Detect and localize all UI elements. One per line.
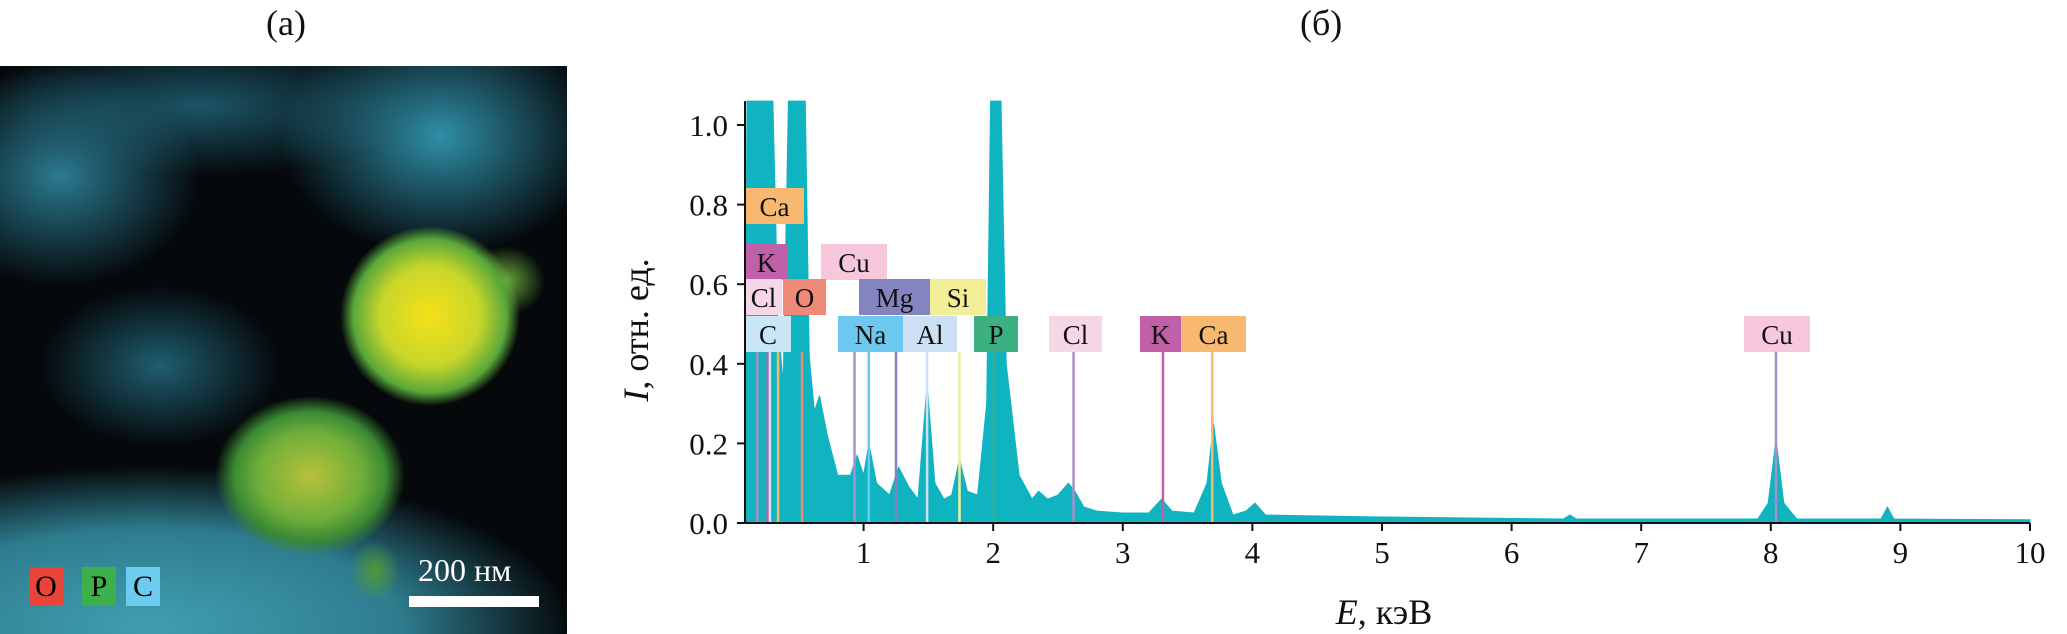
y-tick-label: 0.0 (689, 506, 728, 541)
x-tick-label: 3 (1115, 535, 1131, 570)
marker-box-c (745, 316, 791, 352)
scale-bar-label: 200 нм (418, 552, 512, 588)
panel-b-label: (б) (1300, 3, 1343, 43)
marker-label-ca: Ca (760, 192, 790, 222)
marker-box-cl (745, 279, 782, 315)
x-tick-label: 4 (1245, 535, 1261, 570)
panel-a-label: (a) (266, 3, 306, 43)
marker-box-al (903, 316, 957, 352)
legend-phosphorus: P (82, 567, 116, 606)
scale-bar (409, 596, 539, 607)
marker-label-cu: Cu (1761, 320, 1793, 350)
x-tick-label: 5 (1374, 535, 1390, 570)
marker-label-cl: Cl (1063, 320, 1089, 350)
marker-box-na (838, 316, 903, 352)
x-tick-label: 6 (1504, 535, 1520, 570)
x-tick-label: 2 (985, 535, 1001, 570)
legend-oxygen: O (29, 567, 63, 606)
x-tick-label: 8 (1763, 535, 1779, 570)
y-tick-label: 1.0 (689, 108, 728, 143)
marker-label-cl: Cl (751, 283, 777, 313)
marker-label-p: P (988, 320, 1003, 350)
marker-label-na: Na (855, 320, 886, 350)
plot-area: Ca K Cu Cl O Mg Si C Na Al P Cl K Ca Cu 0.0 0.2 0.4 0.6 0.8… (689, 100, 2046, 570)
marker-box-cu (1744, 316, 1810, 352)
marker-label-ca: Ca (1199, 320, 1229, 350)
marker-label-k: K (757, 248, 777, 278)
y-tick-label: 0.2 (689, 426, 728, 461)
legend-carbon: C (126, 567, 160, 606)
marker-box-mg (859, 279, 930, 315)
marker-box-ca (745, 188, 804, 224)
marker-label-mg: Mg (876, 283, 914, 313)
x-tick-label: 1 (856, 535, 872, 570)
y-axis-symbol: I (616, 388, 656, 403)
marker-box-cl (1049, 316, 1102, 352)
marker-box-ca (1181, 316, 1246, 352)
x-axis-title: E, кэВ (1335, 592, 1432, 632)
marker-box-p (974, 316, 1018, 352)
marker-label-k: K (1151, 320, 1171, 350)
marker-label-cu: Cu (838, 248, 870, 278)
marker-label-al: Al (917, 320, 944, 350)
x-tick-label: 9 (1893, 535, 1909, 570)
marker-label-c: C (759, 320, 777, 350)
spectrum-area (743, 100, 2031, 524)
marker-box-si (930, 279, 986, 315)
x-axis-units: , кэВ (1358, 592, 1432, 632)
x-axis-symbol: E (1335, 592, 1358, 632)
eds-element-map-image: O P C 200 нм (0, 66, 567, 634)
marker-label-o: O (795, 283, 815, 313)
x-tick-label: 10 (2015, 535, 2046, 570)
marker-box-k (745, 244, 788, 280)
x-tick-label: 7 (1633, 535, 1649, 570)
marker-box-o (783, 279, 826, 315)
y-axis-title: I, отн. ед. (616, 258, 656, 402)
marker-box-k (1140, 316, 1181, 352)
y-tick-label: 0.8 (689, 188, 728, 223)
y-tick-label: 0.6 (689, 267, 728, 302)
marker-box-cu (821, 244, 887, 280)
marker-label-si: Si (947, 283, 970, 313)
y-axis-units: , отн. ед. (616, 258, 656, 389)
y-tick-label: 0.4 (689, 347, 728, 382)
